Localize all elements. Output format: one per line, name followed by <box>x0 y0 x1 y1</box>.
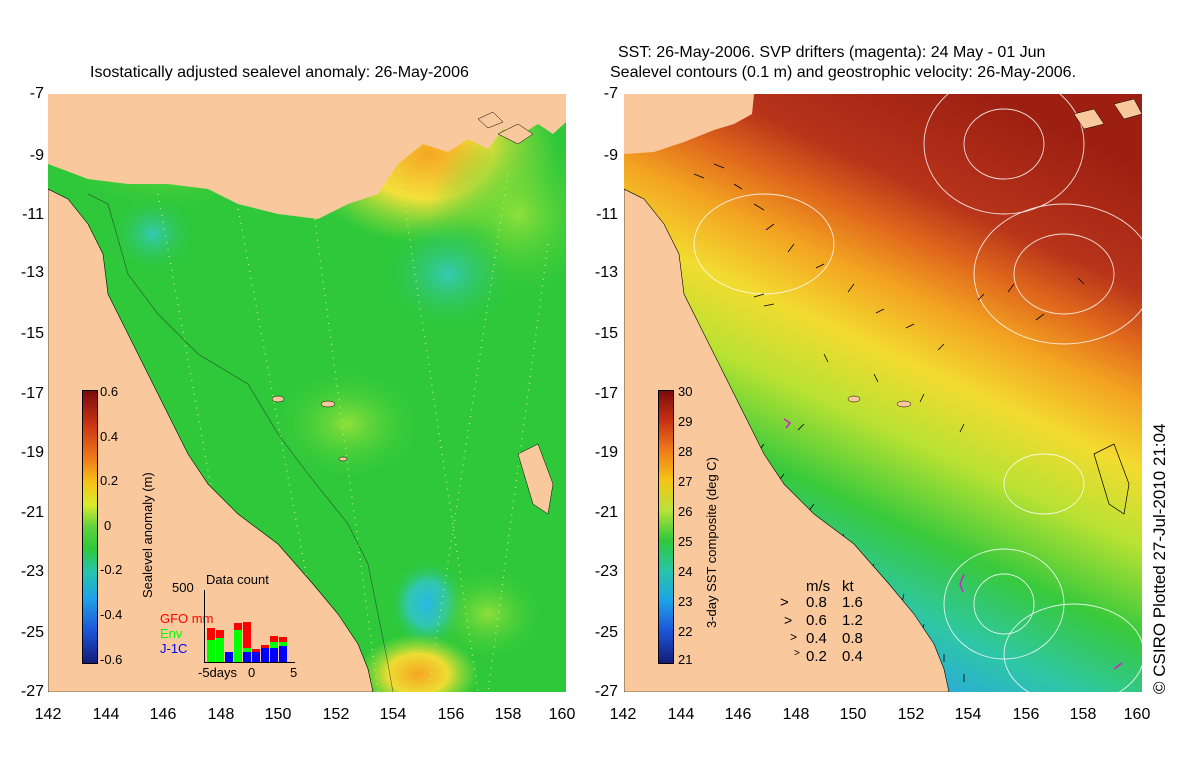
velocity-arrow-icon: > <box>784 612 793 628</box>
sla-colorbar-tick: -0.2 <box>100 562 123 577</box>
left-y-tick: -25 <box>20 624 44 641</box>
sla-colorbar-tick: 0 <box>104 518 112 533</box>
data-count-legend-j1c: J-1C <box>160 641 188 656</box>
right-panel-title-line2: Sealevel contours (0.1 m) and geostrophi… <box>610 64 1077 81</box>
sst-colorbar-tick: 24 <box>678 564 693 579</box>
velocity-legend-kt: 1.2 <box>842 612 863 629</box>
data-count-histogram <box>204 590 295 663</box>
data-count-legend-env: Env <box>160 626 183 641</box>
left-y-tick: -9 <box>29 147 44 164</box>
right-x-tick: 154 <box>954 706 982 723</box>
sst-map <box>624 94 1142 692</box>
histogram-bars <box>207 622 287 662</box>
sla-colorbar-tick: 0.2 <box>100 473 119 488</box>
velocity-legend-ms: 0.8 <box>806 594 827 611</box>
right-x-tick: 158 <box>1069 706 1097 723</box>
sla-colorbar-tick: -0.4 <box>100 607 123 622</box>
sst-colorbar-tick: 23 <box>678 594 693 609</box>
right-y-tick: -9 <box>603 147 618 164</box>
data-count-xtick: -5days <box>198 665 238 680</box>
left-x-tick: 148 <box>207 706 235 723</box>
left-x-tick: 146 <box>149 706 177 723</box>
data-count-max: 500 <box>172 580 194 595</box>
right-x-tick: 150 <box>839 706 867 723</box>
velocity-legend-kt: 1.6 <box>842 594 863 611</box>
sst-colorbar-tick: 25 <box>678 534 693 549</box>
right-x-tick: 152 <box>897 706 925 723</box>
velocity-legend-ms: 0.6 <box>806 612 827 629</box>
right-y-tick: -27 <box>594 683 618 700</box>
right-x-tick: 160 <box>1123 706 1151 723</box>
right-panel-title-line1: SST: 26-May-2006. SVP drifters (magenta)… <box>618 44 1046 61</box>
data-count-legend-gfo: GFO mm <box>160 611 214 626</box>
right-y-tick: -17 <box>594 385 618 402</box>
right-y-tick: -13 <box>594 264 618 281</box>
right-y-tick: -11 <box>596 206 618 223</box>
right-x-tick: 142 <box>609 706 637 723</box>
velocity-arrow-icon: > <box>790 630 798 644</box>
sla-colorbar-tick: 0.4 <box>100 429 119 444</box>
velocity-legend-kt-header: kt <box>842 578 854 595</box>
copyright-credit: © CSIRO Plotted 27-Jul-2010 21:04 <box>1150 423 1169 694</box>
sst-colorbar-tick: 28 <box>678 444 693 459</box>
right-y-tick: -23 <box>594 563 618 580</box>
sst-colorbar-tick: 21 <box>678 652 693 667</box>
left-y-tick: -27 <box>20 683 44 700</box>
data-count-xtick: 5 <box>290 665 298 680</box>
velocity-legend-kt: 0.4 <box>842 648 863 665</box>
left-y-tick: -23 <box>20 563 44 580</box>
left-x-tick: 158 <box>494 706 522 723</box>
left-y-tick: -11 <box>22 206 44 223</box>
sla-colorbar-tick: 0.6 <box>100 384 119 399</box>
left-panel-title: Isostatically adjusted sealevel anomaly:… <box>90 64 469 81</box>
sst-colorbar-tick: 26 <box>678 504 693 519</box>
left-x-tick: 142 <box>34 706 62 723</box>
left-y-tick: -7 <box>29 85 44 102</box>
right-x-tick: 148 <box>782 706 810 723</box>
right-y-tick: -7 <box>603 85 618 102</box>
right-x-tick: 146 <box>724 706 752 723</box>
sst-colorbar-tick: 30 <box>678 384 693 399</box>
right-y-tick: -19 <box>594 444 618 461</box>
sla-colorbar-label: Sealevel anomaly (m) <box>140 472 155 598</box>
left-y-tick: -13 <box>20 264 44 281</box>
sla-colorbar <box>82 390 98 664</box>
left-x-tick: 144 <box>92 706 120 723</box>
left-x-tick: 154 <box>379 706 407 723</box>
left-y-tick: -15 <box>20 325 44 342</box>
right-y-tick: -21 <box>594 504 618 521</box>
data-count-xtick: 0 <box>248 665 256 680</box>
velocity-arrow-icon: > <box>794 648 800 659</box>
sst-colorbar-tick: 29 <box>678 414 693 429</box>
right-y-tick: -25 <box>594 624 618 641</box>
left-x-tick: 150 <box>264 706 292 723</box>
sla-colorbar-tick: -0.6 <box>100 652 123 667</box>
sst-colorbar-label: 3-day SST composite (deg C) <box>704 457 719 628</box>
velocity-legend-ms: 0.4 <box>806 630 827 647</box>
data-count-title: Data count <box>206 572 269 587</box>
right-y-tick: -15 <box>594 325 618 342</box>
left-x-tick: 152 <box>322 706 350 723</box>
sst-colorbar <box>658 390 674 664</box>
left-x-tick: 156 <box>437 706 465 723</box>
left-y-tick: -19 <box>20 444 44 461</box>
velocity-legend-ms: 0.2 <box>806 648 827 665</box>
right-x-tick: 144 <box>667 706 695 723</box>
sst-colorbar-tick: 22 <box>678 624 693 639</box>
left-x-tick: 160 <box>548 706 576 723</box>
velocity-arrow-icon: > <box>780 594 789 611</box>
left-y-tick: -17 <box>20 385 44 402</box>
left-y-tick: -21 <box>20 504 44 521</box>
velocity-legend-ms-header: m/s <box>806 578 831 595</box>
sealevel-anomaly-map <box>48 94 566 692</box>
right-x-tick: 156 <box>1012 706 1040 723</box>
velocity-legend-kt: 0.8 <box>842 630 863 647</box>
sst-colorbar-tick: 27 <box>678 474 693 489</box>
